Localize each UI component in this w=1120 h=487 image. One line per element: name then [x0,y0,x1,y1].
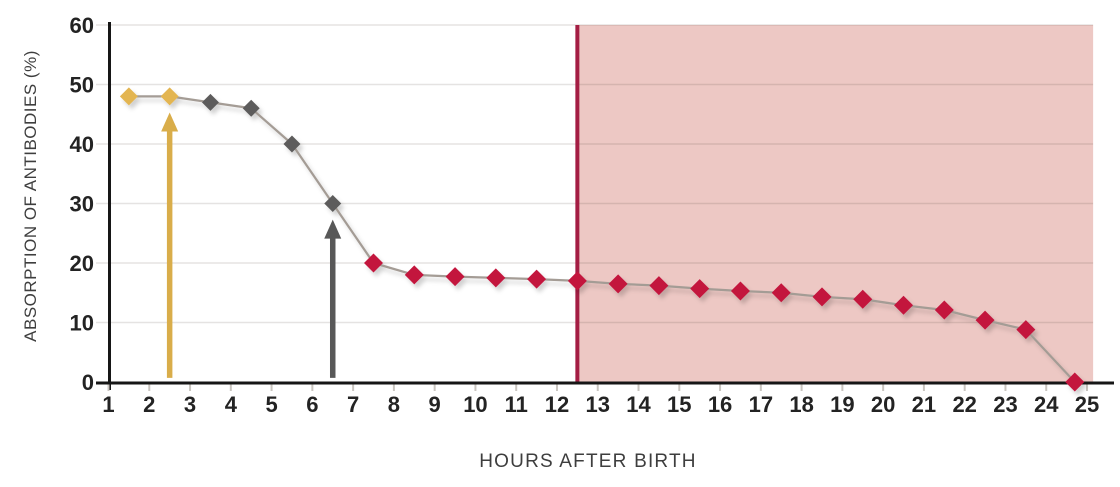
data-point-marker [975,310,995,330]
data-point-marker [119,87,138,106]
x-axis-title: HOURS AFTER BIRTH [479,451,697,472]
x-tick-label: 25 [1075,392,1099,417]
x-tick-label: 10 [463,392,487,417]
x-tick-label: 5 [265,392,277,417]
data-point-marker [445,267,465,287]
x-tick-label: 15 [667,392,691,417]
x-tick-label: 1 [102,392,114,417]
data-point-marker [283,135,301,153]
x-tick-label: 11 [505,392,528,417]
data-point-marker [1065,372,1085,392]
x-tick-label: 2 [143,392,155,417]
data-point-marker [160,87,179,106]
y-tick-label: 60 [70,13,94,38]
x-tick-label: 19 [830,392,854,417]
x-tick-label: 18 [789,392,813,417]
gold-arrow-head [161,112,179,132]
data-point-marker [404,265,424,285]
data-point-marker [812,287,832,307]
x-tick-label: 3 [184,392,196,417]
y-tick-label: 30 [70,192,94,217]
data-point-marker [324,195,342,212]
x-tick-label: 13 [586,392,610,417]
x-tick-label: 4 [225,392,238,417]
data-point-marker [690,279,710,299]
y-tick-label: 40 [70,132,94,157]
data-point-marker [853,289,873,309]
y-tick-label: 50 [70,73,94,98]
data-point-marker [894,295,914,315]
x-tick-label: 23 [993,392,1017,417]
y-tick-label: 10 [70,311,94,336]
x-tick-label: 22 [952,392,976,417]
data-point-marker [364,253,384,273]
data-point-marker [608,274,628,294]
data-point-marker [567,271,587,291]
x-tick-label: 12 [545,392,569,417]
y-tick-label: 20 [70,251,94,276]
x-tick-label: 21 [912,392,936,417]
x-tick-label: 16 [708,392,732,417]
data-point-marker [201,93,219,111]
data-point-marker [527,269,547,289]
x-tick-label: 14 [626,392,651,417]
gray-arrow-head [324,219,342,239]
x-tick-label: 20 [871,392,895,417]
x-tick-label: 7 [347,392,359,417]
data-point-marker [771,283,791,303]
data-point-marker [486,268,506,288]
series-group [119,87,1085,392]
x-tick-label: 6 [306,392,318,417]
data-point-marker [730,281,750,301]
data-point-marker [1016,320,1036,340]
data-point-marker [242,99,260,117]
critical-period-region [577,25,1094,382]
x-tick-label: 17 [749,392,773,417]
x-tick-label: 8 [388,392,400,417]
data-point-marker [934,300,954,320]
data-point-marker [649,276,669,296]
y-tick-label: 0 [82,370,94,395]
x-tick-label: 24 [1034,392,1059,417]
x-tick-label: 9 [429,392,441,417]
